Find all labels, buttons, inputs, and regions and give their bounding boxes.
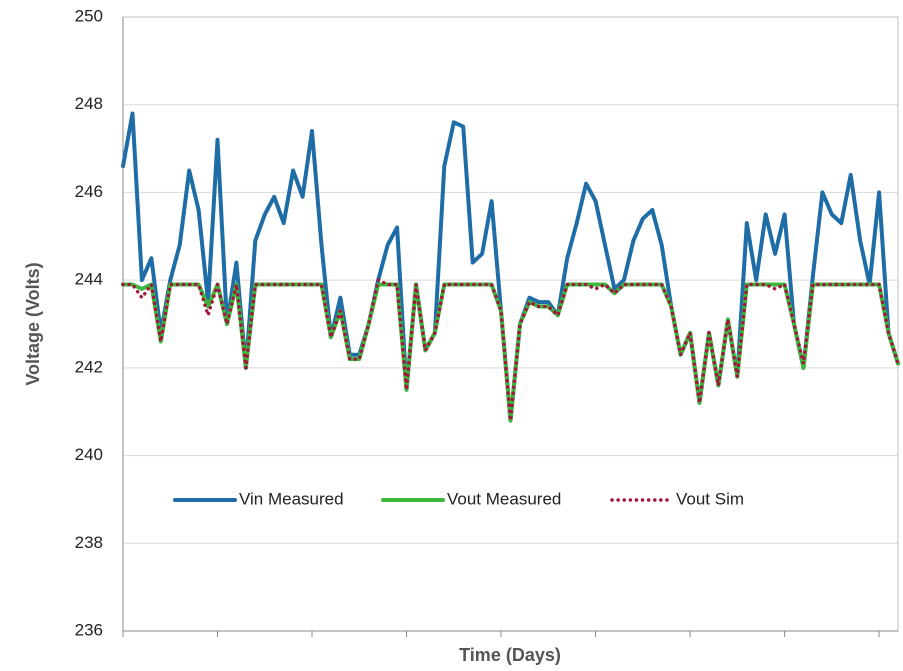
x-axis-title: Time (Days) bbox=[459, 645, 561, 665]
y-tick-label: 236 bbox=[75, 620, 103, 639]
series-line bbox=[121, 278, 900, 423]
legend-label: Vout Sim bbox=[676, 489, 744, 508]
y-tick-label: 246 bbox=[75, 182, 103, 201]
y-axis-title: Voltage (Volts) bbox=[23, 262, 43, 385]
y-tick-label: 242 bbox=[75, 357, 103, 376]
y-tick-label: 238 bbox=[75, 533, 103, 552]
legend-label: Vin Measured bbox=[239, 489, 344, 508]
series-line bbox=[121, 282, 900, 423]
y-tick-label: 244 bbox=[75, 270, 103, 289]
y-tick-label: 250 bbox=[75, 6, 103, 25]
y-tick-label: 240 bbox=[75, 445, 103, 464]
legend-label: Vout Measured bbox=[447, 489, 561, 508]
y-tick-label: 248 bbox=[75, 94, 103, 113]
series-line bbox=[121, 111, 900, 423]
